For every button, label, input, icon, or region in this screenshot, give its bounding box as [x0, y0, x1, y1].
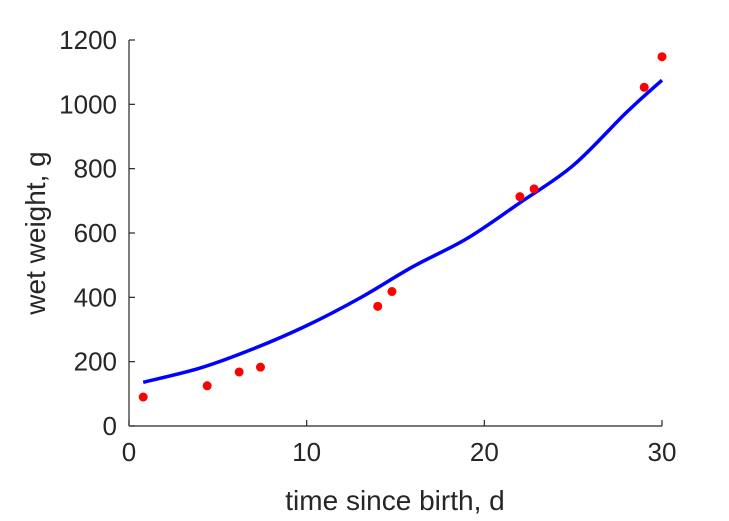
- x-axis-label: time since birth, d: [285, 485, 504, 516]
- data-point: [639, 82, 649, 92]
- y-tick-label: 600: [74, 218, 117, 248]
- y-axis-label: wet weight, g: [20, 151, 51, 315]
- data-point: [529, 184, 539, 194]
- y-tick-label: 400: [74, 282, 117, 312]
- y-tick-label: 1200: [59, 25, 117, 55]
- data-point: [657, 52, 667, 62]
- data-point: [138, 392, 148, 402]
- data-point: [234, 367, 244, 377]
- axes: [128, 39, 663, 427]
- tick-labels: 0 10 20 30 0 200 400 600 800 1000 1200: [59, 25, 676, 467]
- y-tick-label: 800: [74, 154, 117, 184]
- data-points-group: [138, 52, 667, 402]
- fit-curve: [142, 78, 664, 384]
- data-point: [202, 381, 212, 391]
- x-tick-label: 10: [292, 437, 321, 467]
- data-point: [255, 362, 265, 372]
- data-point: [387, 287, 397, 297]
- y-tick-label: 200: [74, 347, 117, 377]
- y-tick-label: 1000: [59, 89, 117, 119]
- x-tick-label: 20: [470, 437, 499, 467]
- fit-curve-group: [142, 78, 664, 384]
- data-point: [373, 301, 383, 311]
- data-point: [515, 192, 525, 202]
- x-tick-label: 30: [648, 437, 677, 467]
- y-tick-label: 0: [103, 411, 117, 441]
- x-tick-label: 0: [122, 437, 136, 467]
